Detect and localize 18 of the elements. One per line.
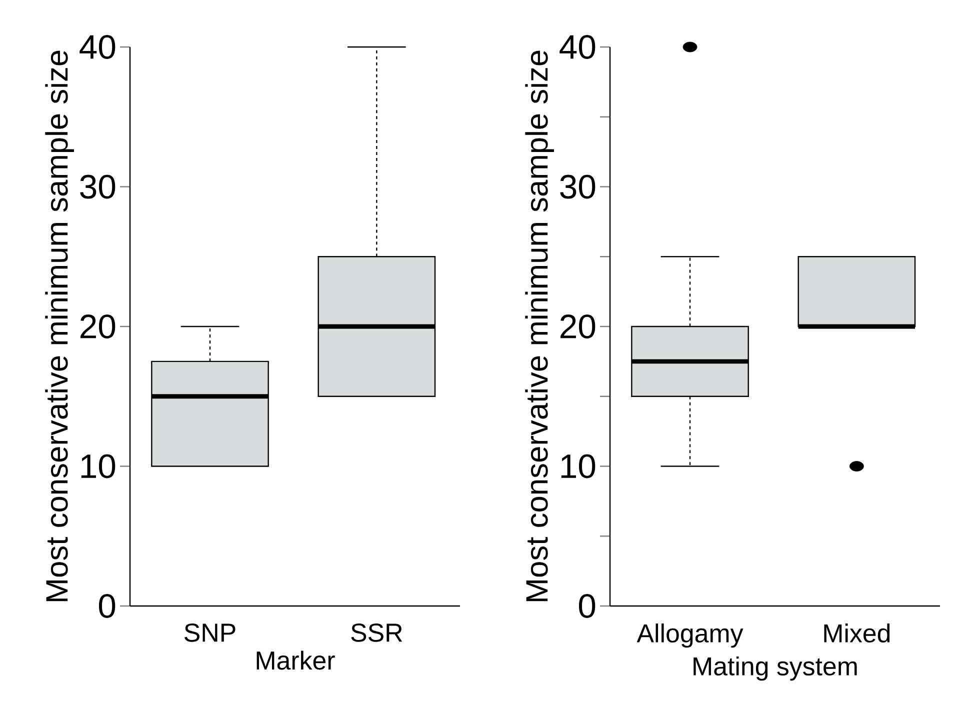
y-tick-label: 30	[80, 174, 116, 199]
y-axis-title: Most conservative minimum sample size	[525, 50, 554, 602]
x-axis-title: Marker	[256, 650, 335, 670]
x-tick-label: SNP	[184, 624, 236, 642]
x-axis-title: Mating system	[694, 656, 857, 681]
y-tick-label: 40	[80, 34, 116, 59]
y-tick-label: 30	[560, 174, 596, 199]
y-tick-label: 0	[578, 594, 596, 618]
y-tick-label: 10	[81, 454, 116, 478]
y-tick-label: 20	[560, 314, 596, 338]
y-tick-label: 10	[561, 454, 596, 478]
x-tick-label: Allogamy	[636, 624, 744, 648]
y-tick-label: 40	[560, 34, 596, 59]
y-tick-label: 20	[80, 314, 116, 338]
y-axis-title: Most conservative minimum sample size	[45, 50, 74, 602]
y-tick-label: 0	[98, 594, 116, 618]
x-tick-label: SSR	[351, 624, 402, 642]
x-tick-label: Mixed	[824, 624, 890, 643]
